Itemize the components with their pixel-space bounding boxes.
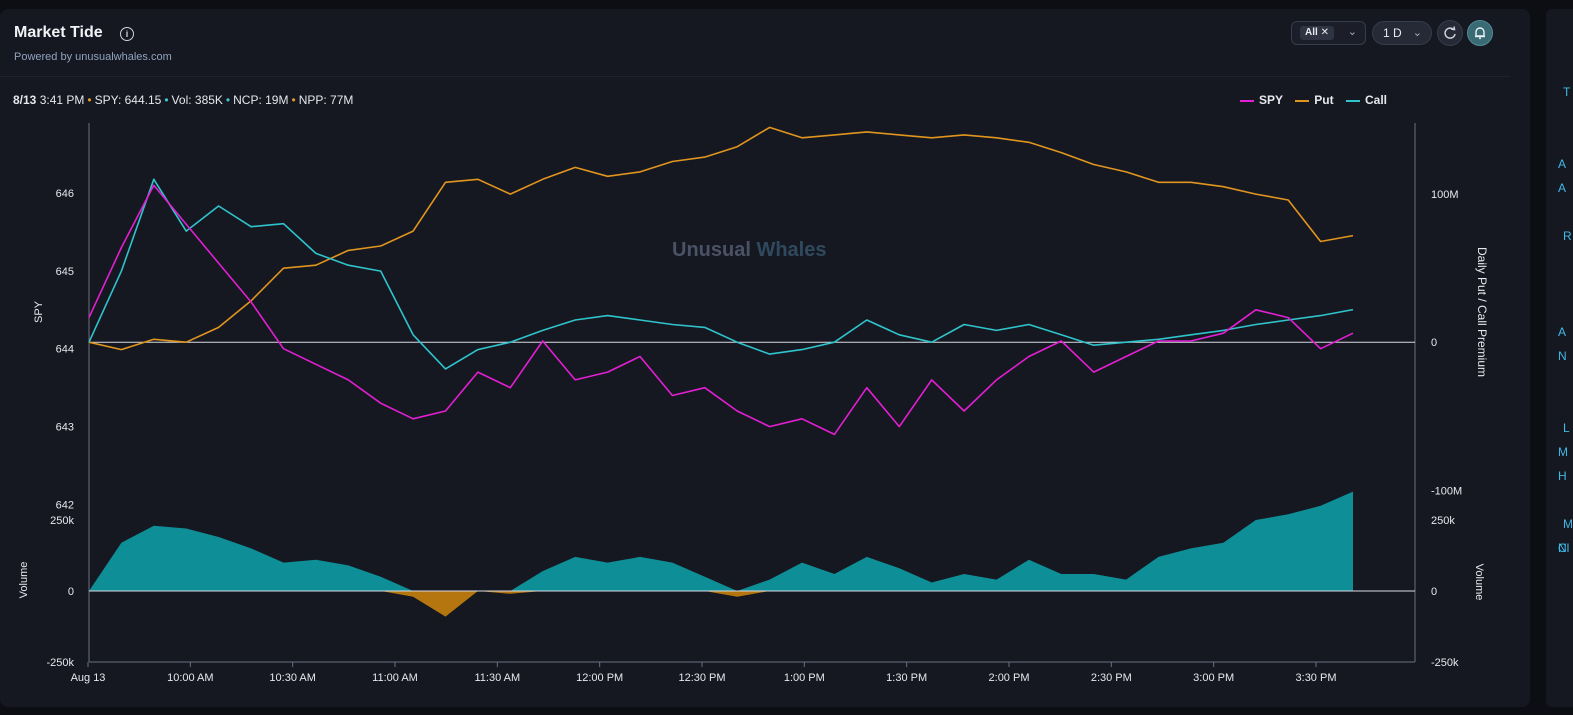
alert-button[interactable] (1467, 20, 1493, 46)
x-tick-label: 2:30 PM (1091, 672, 1132, 684)
volume-tick-label-left: -250k (46, 657, 74, 669)
refresh-button[interactable] (1437, 20, 1463, 46)
sidebar-fragment-text[interactable]: T (1563, 85, 1571, 99)
sidebar-fragment-text[interactable]: M (1563, 517, 1573, 531)
put-premium-line (88, 126, 1354, 351)
filter-chip-label: All (1305, 27, 1318, 38)
widget-title: Market Tide (14, 24, 103, 41)
y-right-axis-title: Daily Put / Call Premium (1475, 247, 1489, 377)
volume-tick-label-right: -250k (1431, 657, 1459, 669)
legend-item-put[interactable]: Put (1295, 93, 1334, 107)
sidebar-fragment-text[interactable]: N (1558, 541, 1567, 555)
x-tick-label: 12:00 PM (576, 672, 623, 684)
volume-tick-label-left: 250k (50, 515, 74, 527)
x-tick-label: 12:30 PM (678, 672, 725, 684)
x-tick-label: 3:00 PM (1193, 672, 1234, 684)
x-tick-label: 3:30 PM (1296, 672, 1337, 684)
x-tick-label: 10:00 AM (167, 672, 213, 684)
x-tick-label: 1:30 PM (886, 672, 927, 684)
volume-axis-title-left: Volume (18, 562, 30, 599)
stats-npp: NPP: 77M (298, 93, 354, 107)
y-left-tick-label: 642 (56, 499, 74, 511)
sidebar-fragment-text[interactable]: A (1558, 157, 1567, 171)
x-tick-label: 11:00 AM (372, 672, 418, 684)
stats-date: 8/13 (13, 93, 37, 107)
y-left-tick-label: 644 (56, 344, 74, 356)
legend-label: SPY (1258, 93, 1283, 107)
x-tick-label: 2:00 PM (989, 672, 1030, 684)
powered-by: Powered by unusualwhales.com (14, 51, 172, 63)
x-tick-label: Aug 13 (71, 672, 106, 684)
chart-legend: SPY Put Call (1231, 93, 1387, 107)
sidebar-fragment-text[interactable]: M (1558, 445, 1568, 459)
y-left-tick-label: 645 (56, 266, 74, 278)
info-icon[interactable]: i (120, 27, 134, 41)
sidebar-fragment-text[interactable]: R (1563, 229, 1572, 243)
stats-time: 3:41 PM (39, 93, 85, 107)
volume-area-negative (89, 591, 1353, 617)
legend-item-call[interactable]: Call (1345, 93, 1387, 107)
sidebar-fragment-text[interactable]: A (1558, 325, 1567, 339)
legend-label: Call (1364, 93, 1387, 107)
filter-select[interactable]: All ✕ ⌄ (1291, 21, 1366, 45)
stats-vol: Vol: 385K (171, 93, 223, 107)
close-icon[interactable]: ✕ (1320, 27, 1329, 38)
legend-label: Put (1314, 93, 1334, 107)
volume-tick-label-right: 0 (1431, 586, 1437, 598)
filter-chip[interactable]: All ✕ (1300, 26, 1334, 40)
sidebar-fragment-text[interactable]: Cl (1558, 541, 1570, 555)
market-tide-chart: Unusual Whales 646 645 644 643 642 100M 0 -100M 2… (18, 123, 1489, 684)
call-premium-line (88, 178, 1354, 370)
refresh-icon (1444, 26, 1456, 39)
chevron-down-icon: ⌄ (1412, 27, 1422, 39)
sidebar-fragment-text[interactable]: L (1563, 421, 1570, 435)
y-right-tick-label: 0 (1431, 337, 1437, 349)
volume-tick-label-right: 250k (1431, 515, 1455, 527)
x-tick-label: 1:00 PM (784, 672, 825, 684)
y-left-tick-label: 646 (56, 188, 74, 200)
stats-bar: 8/13 3:41 PM • SPY: 644.15 • Vol: 385K • NCP: … (13, 93, 354, 107)
timeframe-label: 1 D (1383, 26, 1402, 40)
spy-price-line (88, 184, 1354, 436)
sidebar-fragment: T A A R A N L M H M N Cl (1546, 9, 1573, 707)
chevron-down-icon: ⌄ (1347, 26, 1357, 38)
volume-tick-label-left: 0 (68, 586, 74, 598)
y-right-tick-label: -100M (1431, 485, 1462, 497)
legend-item-spy[interactable]: SPY (1239, 93, 1283, 107)
stats-ncp: NCP: 19M (233, 93, 289, 107)
volume-area-positive (89, 491, 1353, 591)
sidebar-fragment-text[interactable]: A (1558, 181, 1567, 195)
watermark: Unusual Whales (672, 239, 826, 261)
bell-icon (1475, 27, 1485, 40)
sidebar-fragment-text[interactable]: H (1558, 469, 1567, 483)
volume-axis-title-right: Volume (1473, 564, 1485, 601)
header-divider (0, 76, 1510, 77)
y-left-tick-label: 643 (56, 422, 74, 434)
x-tick-label: 11:30 AM (474, 672, 520, 684)
stats-spy: SPY: 644.15 (94, 93, 162, 107)
x-tick-label: 10:30 AM (269, 672, 315, 684)
y-left-axis-title: SPY (33, 300, 45, 323)
sidebar-fragment-text[interactable]: N (1558, 349, 1567, 363)
timeframe-select[interactable]: 1 D ⌄ (1372, 21, 1432, 45)
y-right-tick-label: 100M (1431, 189, 1459, 201)
